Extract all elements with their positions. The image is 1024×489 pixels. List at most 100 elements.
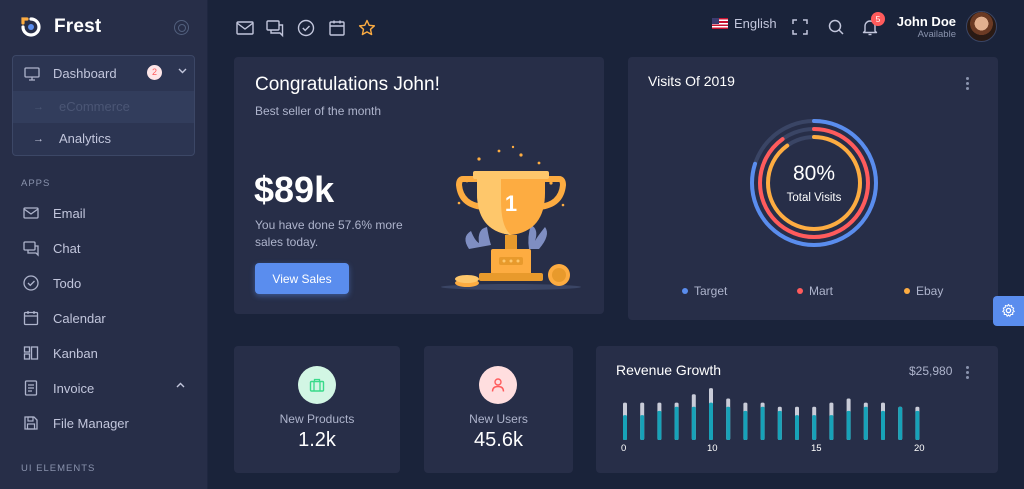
gear-icon xyxy=(1002,303,1015,317)
language-selector[interactable]: English xyxy=(712,16,777,31)
brand-name: Frest xyxy=(54,16,102,37)
nav-item-dashboard[interactable]: Dashboard 2 xyxy=(13,56,194,90)
nav-item-calendar-label: Calendar xyxy=(53,311,106,326)
revenue-bar-teal xyxy=(777,410,782,440)
sales-amount: $89k xyxy=(254,169,335,210)
new-users-card: New Users 45.6k xyxy=(424,346,573,473)
legend-mart-label: Mart xyxy=(809,284,833,298)
nav-item-chat-label: Chat xyxy=(53,241,81,256)
nav-item-chat[interactable]: Chat xyxy=(0,233,207,263)
nav-item-dashboard-label: Dashboard xyxy=(53,66,117,81)
nav-item-file-manager-label: File Manager xyxy=(53,416,129,431)
dashboard-badge: 2 xyxy=(147,65,162,80)
axis-label-20: 20 xyxy=(914,443,925,454)
notification-badge: 5 xyxy=(871,12,885,26)
nav-item-calendar[interactable]: Calendar xyxy=(0,303,207,333)
revenue-bar-teal xyxy=(863,406,868,440)
save-icon xyxy=(24,416,38,430)
visits-title: Visits Of 2019 xyxy=(648,73,735,89)
nav-item-invoice[interactable]: Invoice xyxy=(0,373,207,403)
congrats-title: Congratulations John! xyxy=(255,74,440,95)
brand-logo-icon xyxy=(21,17,41,37)
legend-mart: Mart xyxy=(797,284,833,298)
chat-icon[interactable] xyxy=(265,18,285,38)
mail-icon[interactable] xyxy=(235,18,255,38)
check-circle-icon[interactable] xyxy=(296,18,316,38)
nav-item-kanban-label: Kanban xyxy=(53,346,98,361)
brand[interactable]: Frest xyxy=(20,16,101,38)
briefcase-icon xyxy=(309,378,325,392)
revenue-title: Revenue Growth xyxy=(616,362,722,378)
user-name[interactable]: John Doe xyxy=(896,14,956,29)
user-icon xyxy=(491,378,505,392)
nav-item-invoice-label: Invoice xyxy=(53,381,95,396)
nav-item-ecommerce[interactable]: → eCommerce xyxy=(13,91,194,123)
axis-label-0: 0 xyxy=(621,443,627,454)
legend-dot xyxy=(904,288,910,294)
sidebar: Frest Dashboard 2 → eCommerce → Analytic… xyxy=(0,0,208,489)
nav-item-analytics[interactable]: → Analytics xyxy=(13,123,194,155)
revenue-bar-teal xyxy=(760,406,765,440)
revenue-bar-teal xyxy=(743,410,748,440)
new-products-label: New Products xyxy=(279,412,355,426)
sidebar-collapse-icon[interactable] xyxy=(174,20,189,35)
nav-item-todo[interactable]: Todo xyxy=(0,268,207,298)
arrow-right-icon: → xyxy=(33,101,44,113)
nav-item-kanban[interactable]: Kanban xyxy=(0,338,207,368)
revenue-bar-teal xyxy=(674,406,679,440)
legend-dot xyxy=(797,288,803,294)
revenue-bar-teal xyxy=(623,415,627,440)
revenue-bar-teal xyxy=(691,406,696,440)
check-circle-icon xyxy=(23,275,39,291)
search-icon[interactable] xyxy=(826,17,846,37)
stat-icon-wrap xyxy=(298,366,336,404)
nav-group-dashboard: Dashboard 2 → eCommerce → Analytics xyxy=(12,55,195,156)
fullscreen-icon[interactable] xyxy=(790,17,810,37)
trophy-rank: 1 xyxy=(505,191,517,216)
visits-percent: 80% xyxy=(793,162,835,185)
more-vertical-icon[interactable] xyxy=(966,77,970,91)
nav-item-todo-label: Todo xyxy=(53,276,82,291)
settings-fab[interactable] xyxy=(993,296,1024,326)
calendar-icon xyxy=(23,311,39,326)
language-label: English xyxy=(734,16,777,31)
nav-item-email-label: Email xyxy=(53,206,86,221)
new-users-label: New Users xyxy=(469,412,528,426)
legend-ebay: Ebay xyxy=(904,284,943,298)
congrats-subtitle: Best seller of the month xyxy=(255,104,382,118)
revenue-amount: $25,980 xyxy=(909,364,953,378)
revenue-bar-teal xyxy=(846,410,851,440)
star-icon[interactable] xyxy=(357,18,377,38)
view-sales-button[interactable]: View Sales xyxy=(255,263,349,294)
kanban-icon xyxy=(23,346,39,360)
axis-label-15: 15 xyxy=(811,443,822,454)
congrats-card: Congratulations John! Best seller of the… xyxy=(234,57,604,314)
revenue-bar-teal xyxy=(898,406,903,440)
revenue-bar-teal xyxy=(726,406,731,440)
sales-description: You have done 57.6% more sales today. xyxy=(255,218,403,249)
new-products-card: New Products 1.2k xyxy=(234,346,400,473)
nav-item-ecommerce-label: eCommerce xyxy=(59,99,130,114)
revenue-bar-teal xyxy=(657,410,662,440)
calendar-icon[interactable] xyxy=(327,18,347,38)
chevron-down-icon xyxy=(178,68,187,74)
mail-icon xyxy=(23,207,39,219)
revenue-bar-teal xyxy=(812,415,817,440)
nav-item-file-manager[interactable]: File Manager xyxy=(0,408,207,438)
stat-icon-wrap xyxy=(479,366,517,404)
revenue-growth-card: Revenue Growth $25,980 0 10 15 20 xyxy=(596,346,998,473)
section-label-apps: APPS xyxy=(21,178,51,189)
chat-icon xyxy=(23,241,39,257)
revenue-bar-teal xyxy=(640,415,645,440)
visits-card: Visits Of 2019 80% Total Visits Target M… xyxy=(628,57,998,320)
monitor-icon xyxy=(24,67,40,81)
user-status: Available xyxy=(917,29,956,40)
revenue-bar-teal xyxy=(915,410,920,440)
nav-item-email[interactable]: Email xyxy=(0,198,207,228)
new-users-value: 45.6k xyxy=(474,429,523,451)
more-vertical-icon[interactable] xyxy=(966,366,970,380)
new-products-value: 1.2k xyxy=(298,429,336,451)
nav-item-analytics-label: Analytics xyxy=(59,131,112,146)
legend-target-label: Target xyxy=(694,284,728,298)
avatar[interactable] xyxy=(966,11,997,42)
